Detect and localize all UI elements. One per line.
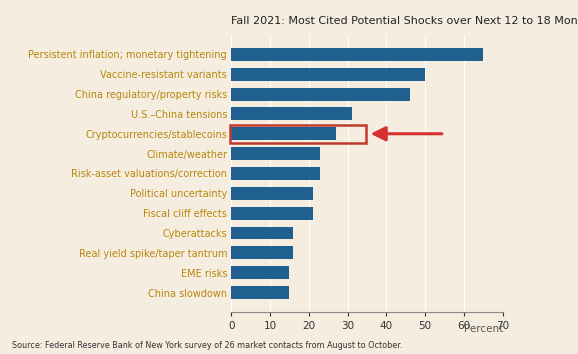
Bar <box>231 207 313 219</box>
Bar <box>231 227 293 239</box>
Bar <box>231 167 320 180</box>
Bar <box>231 48 483 61</box>
Bar <box>231 88 410 101</box>
Bar <box>231 127 336 140</box>
Bar <box>231 108 351 120</box>
Bar <box>231 286 290 299</box>
Text: Source: Federal Reserve Bank of New York survey of 26 market contacts from Augus: Source: Federal Reserve Bank of New York… <box>12 342 402 350</box>
Text: Percent: Percent <box>464 324 503 334</box>
Bar <box>231 266 290 279</box>
Bar <box>231 147 320 160</box>
Bar <box>231 246 293 259</box>
Bar <box>231 187 313 200</box>
Bar <box>231 68 425 81</box>
Text: Fall 2021: Most Cited Potential Shocks over Next 12 to 18 Months: Fall 2021: Most Cited Potential Shocks o… <box>231 16 578 26</box>
